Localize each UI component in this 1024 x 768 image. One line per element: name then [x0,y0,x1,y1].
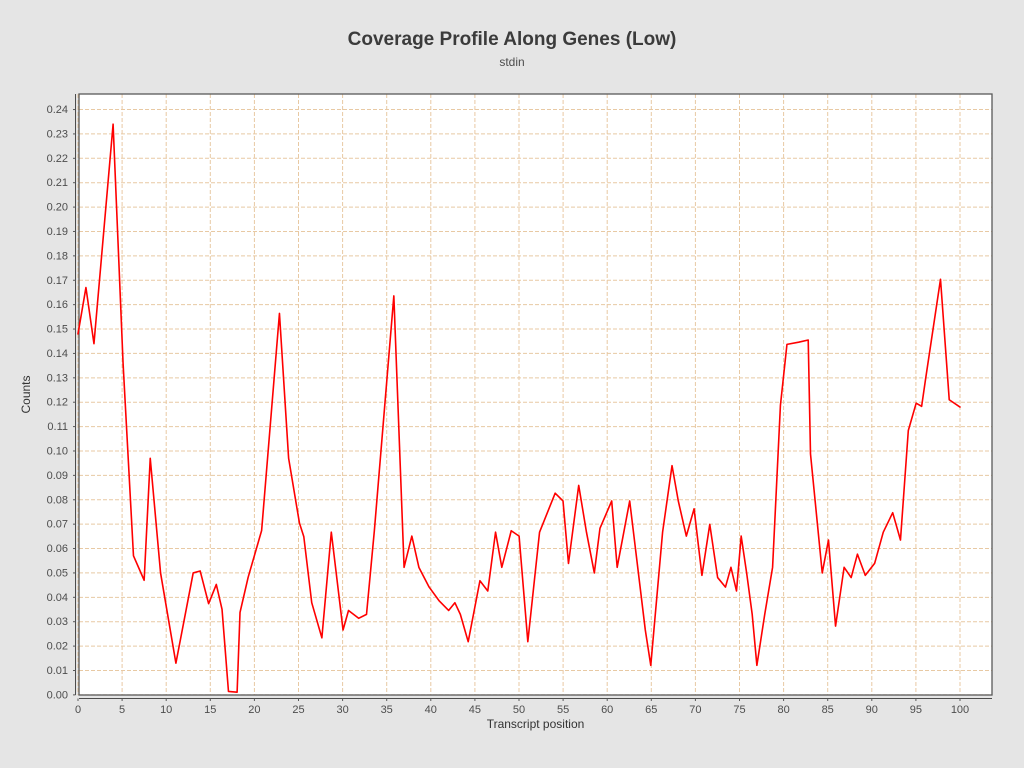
svg-text:80: 80 [777,704,789,716]
svg-text:95: 95 [910,704,922,716]
svg-text:35: 35 [381,704,393,716]
svg-text:90: 90 [866,704,878,716]
svg-text:0.23: 0.23 [47,128,68,140]
svg-text:100: 100 [951,704,969,716]
svg-text:45: 45 [469,704,481,716]
svg-text:40: 40 [425,704,437,716]
svg-text:0.10: 0.10 [47,445,68,457]
svg-text:0.14: 0.14 [47,348,68,360]
svg-text:0.17: 0.17 [47,275,68,287]
svg-text:0.08: 0.08 [47,494,68,506]
svg-text:0.18: 0.18 [47,250,68,262]
svg-text:0.03: 0.03 [47,616,68,628]
svg-text:0.15: 0.15 [47,324,68,336]
svg-text:5: 5 [119,704,125,716]
svg-text:0.13: 0.13 [47,372,68,384]
svg-text:0.04: 0.04 [47,592,68,604]
svg-text:20: 20 [248,704,260,716]
svg-text:0.19: 0.19 [47,226,68,238]
svg-text:0.09: 0.09 [47,470,68,482]
svg-text:55: 55 [557,704,569,716]
svg-text:0.02: 0.02 [47,641,68,653]
svg-text:0.00: 0.00 [47,689,68,701]
svg-text:Counts: Counts [19,375,33,413]
svg-text:0: 0 [75,704,81,716]
svg-text:75: 75 [733,704,745,716]
svg-text:30: 30 [336,704,348,716]
svg-text:50: 50 [513,704,525,716]
svg-text:0.20: 0.20 [47,202,68,214]
svg-text:65: 65 [645,704,657,716]
svg-text:0.12: 0.12 [47,397,68,409]
svg-text:0.16: 0.16 [47,299,68,311]
svg-text:60: 60 [601,704,613,716]
svg-text:Transcript position: Transcript position [487,717,585,731]
svg-text:0.21: 0.21 [47,177,68,189]
svg-text:0.22: 0.22 [47,153,68,165]
svg-text:85: 85 [822,704,834,716]
svg-text:10: 10 [160,704,172,716]
svg-text:0.05: 0.05 [47,567,68,579]
svg-text:25: 25 [292,704,304,716]
svg-text:0.01: 0.01 [47,665,68,677]
svg-text:15: 15 [204,704,216,716]
svg-text:0.06: 0.06 [47,543,68,555]
svg-text:0.11: 0.11 [47,421,68,433]
svg-text:70: 70 [689,704,701,716]
svg-text:0.07: 0.07 [47,519,68,531]
svg-text:0.24: 0.24 [47,104,68,116]
